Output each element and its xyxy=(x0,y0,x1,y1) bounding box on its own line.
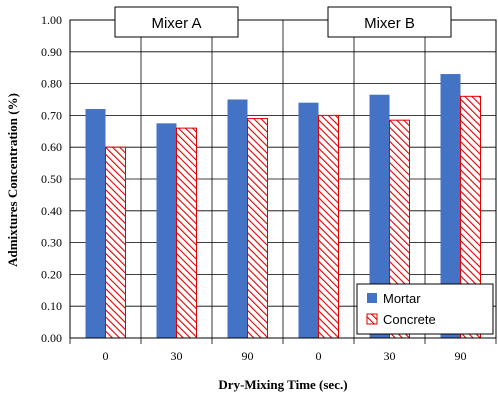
bar-mortar-3 xyxy=(298,102,319,339)
y-tick-label: 0.10 xyxy=(41,299,62,313)
y-tick-label: 0.90 xyxy=(41,45,62,59)
plot-frame xyxy=(69,19,497,339)
bar-concrete-3 xyxy=(318,114,339,339)
y-tick-label: 0.20 xyxy=(41,267,62,281)
y-tick-label: 1.00 xyxy=(41,13,62,27)
y-axis-title: Admixtures Concentration (%) xyxy=(5,93,20,267)
legend-swatch-mortar xyxy=(367,293,377,303)
bar-concrete-1 xyxy=(176,127,197,339)
y-tick-label: 0.80 xyxy=(41,77,62,91)
y-tick-label: 0.40 xyxy=(41,204,62,218)
bar-mortar-5 xyxy=(440,74,461,338)
legend: Mortar Concrete xyxy=(356,283,494,335)
group-labels: Mixer A Mixer B xyxy=(114,6,452,38)
group-label-0: Mixer A xyxy=(151,15,201,32)
bars xyxy=(85,74,481,339)
x-tick-label: 90 xyxy=(455,349,467,363)
bar-concrete-0 xyxy=(105,146,126,339)
legend-label-concrete: Concrete xyxy=(383,312,436,327)
group-box-1 xyxy=(327,6,452,38)
legend-label-mortar: Mortar xyxy=(383,291,421,306)
bar-mortar-2 xyxy=(227,99,248,338)
x-tick-label: 30 xyxy=(171,349,183,363)
y-tick-labels: 0.00 0.10 0.20 0.30 0.40 0.50 0.60 0.70 0.80 0.90… xyxy=(41,13,62,345)
y-tick-label: 0.50 xyxy=(41,172,62,186)
x-tick-label: 0 xyxy=(316,349,322,363)
group-box-0 xyxy=(114,6,239,38)
y-tick-label: 0.70 xyxy=(41,108,62,122)
axes xyxy=(69,19,497,339)
x-tick-label: 30 xyxy=(384,349,396,363)
legend-swatch-concrete xyxy=(366,313,378,325)
x-tick-label: 0 xyxy=(103,349,109,363)
group-label-1: Mixer B xyxy=(364,15,415,32)
y-tick-label: 0.00 xyxy=(41,331,62,345)
x-tick-labels: 0 30 90 0 30 90 xyxy=(103,349,467,363)
bar-concrete-2 xyxy=(247,118,268,339)
x-axis-title: Dry-Mixing Time (sec.) xyxy=(218,377,347,392)
legend-box xyxy=(356,283,494,335)
y-tick-label: 0.30 xyxy=(41,236,62,250)
bar-mortar-1 xyxy=(156,123,177,338)
bar-mortar-0 xyxy=(85,109,106,338)
bar-mortar-4 xyxy=(369,94,390,338)
y-tick-label: 0.60 xyxy=(41,140,62,154)
x-tick-label: 90 xyxy=(242,349,254,363)
